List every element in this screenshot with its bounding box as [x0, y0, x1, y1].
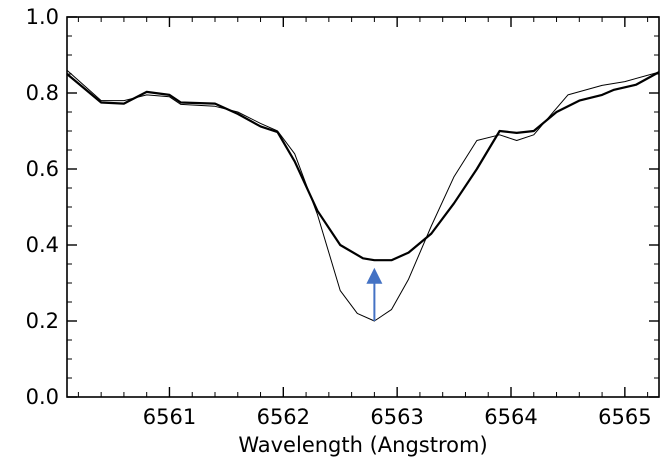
y-tick-label: 0.8	[26, 81, 59, 105]
x-tick-label: 6561	[143, 405, 196, 429]
x-axis-title: Wavelength (Angstrom)	[238, 433, 487, 457]
y-tick-label: 0.2	[26, 309, 59, 333]
y-tick-label: 0.4	[26, 233, 59, 257]
plot-frame	[66, 16, 660, 398]
x-tick-label: 6565	[598, 405, 651, 429]
y-tick-label: 0.6	[26, 157, 59, 181]
series-line-1	[66, 71, 660, 262]
x-axis: 6561 6562 6563 6564 6565	[77, 17, 652, 429]
series-line-2	[66, 69, 660, 322]
annotation-layer	[366, 267, 383, 321]
x-tick-label: 6563	[370, 405, 423, 429]
y-tick-label: 1.0	[26, 5, 59, 29]
y-tick-label: 0.0	[26, 385, 59, 409]
arrow-head	[366, 267, 383, 284]
series-layer	[66, 69, 660, 322]
y-axis: 0.0 0.2 0.4 0.6 0.8 1.0	[26, 5, 659, 409]
x-tick-label: 6562	[257, 405, 310, 429]
x-tick-label: 6564	[484, 405, 537, 429]
